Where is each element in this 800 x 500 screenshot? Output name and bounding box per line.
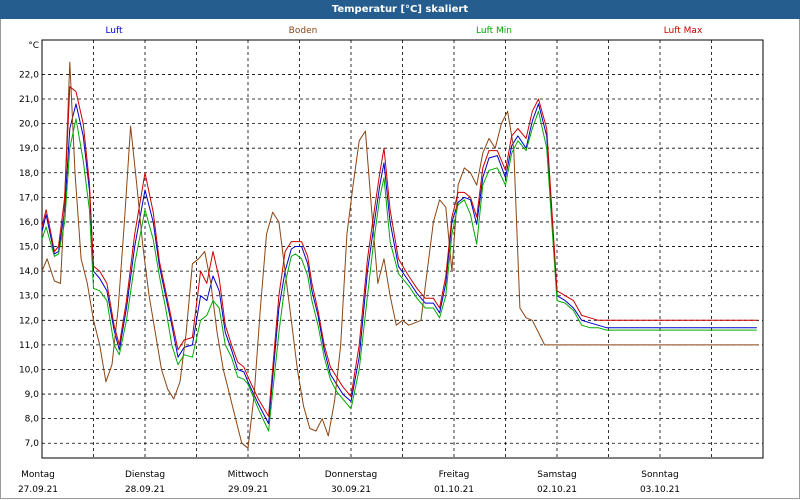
x-day-label: Donnerstag	[325, 470, 378, 480]
x-date-label: 28.09.21	[125, 485, 165, 495]
series-line	[41, 110, 757, 432]
x-day-label: Samstag	[537, 470, 576, 480]
x-day-label: Mittwoch	[228, 470, 269, 480]
series-line	[41, 103, 757, 425]
series-line	[41, 61, 759, 449]
y-tick-label: 10,0	[19, 365, 39, 375]
x-date-label: 27.09.21	[18, 485, 58, 495]
y-tick-label: 16,0	[19, 218, 39, 228]
y-axis-unit: °C	[28, 41, 39, 51]
y-tick-label: 15,0	[19, 243, 39, 253]
y-tick-label: 19,0	[19, 144, 39, 154]
x-date-label: 03.10.21	[640, 485, 680, 495]
y-tick-label: 14,0	[19, 267, 39, 277]
x-day-label: Sonntag	[641, 470, 678, 480]
y-tick-label: 18,0	[19, 169, 39, 179]
legend-entry: Luft Max	[664, 26, 703, 36]
y-tick-label: 12,0	[19, 316, 39, 326]
x-day-label: Dienstag	[125, 470, 165, 480]
y-tick-label: 21,0	[19, 95, 39, 105]
x-day-label: Freitag	[439, 470, 470, 480]
y-tick-label: 17,0	[19, 193, 39, 203]
y-tick-label: 8,0	[25, 415, 40, 425]
x-date-label: 01.10.21	[434, 485, 474, 495]
y-tick-label: 20,0	[19, 120, 39, 130]
legend-entry: Luft Min	[476, 26, 512, 36]
x-date-label: 29.09.21	[228, 485, 268, 495]
x-date-label: 02.10.21	[537, 485, 577, 495]
legend-entry: Luft	[105, 26, 123, 36]
y-tick-label: 9,0	[25, 390, 40, 400]
x-day-label: Montag	[21, 470, 55, 480]
y-tick-label: 13,0	[19, 292, 39, 302]
y-tick-label: 11,0	[19, 341, 39, 351]
legend-entry: Boden	[289, 26, 318, 36]
x-date-label: 30.09.21	[331, 485, 371, 495]
chart-title-bar: Temperatur [°C] skaliert	[0, 0, 800, 19]
y-tick-label: 22,0	[19, 70, 39, 80]
series-line	[41, 86, 757, 417]
y-tick-label: 7,0	[25, 439, 40, 449]
chart-title: Temperatur [°C] skaliert	[331, 4, 469, 15]
